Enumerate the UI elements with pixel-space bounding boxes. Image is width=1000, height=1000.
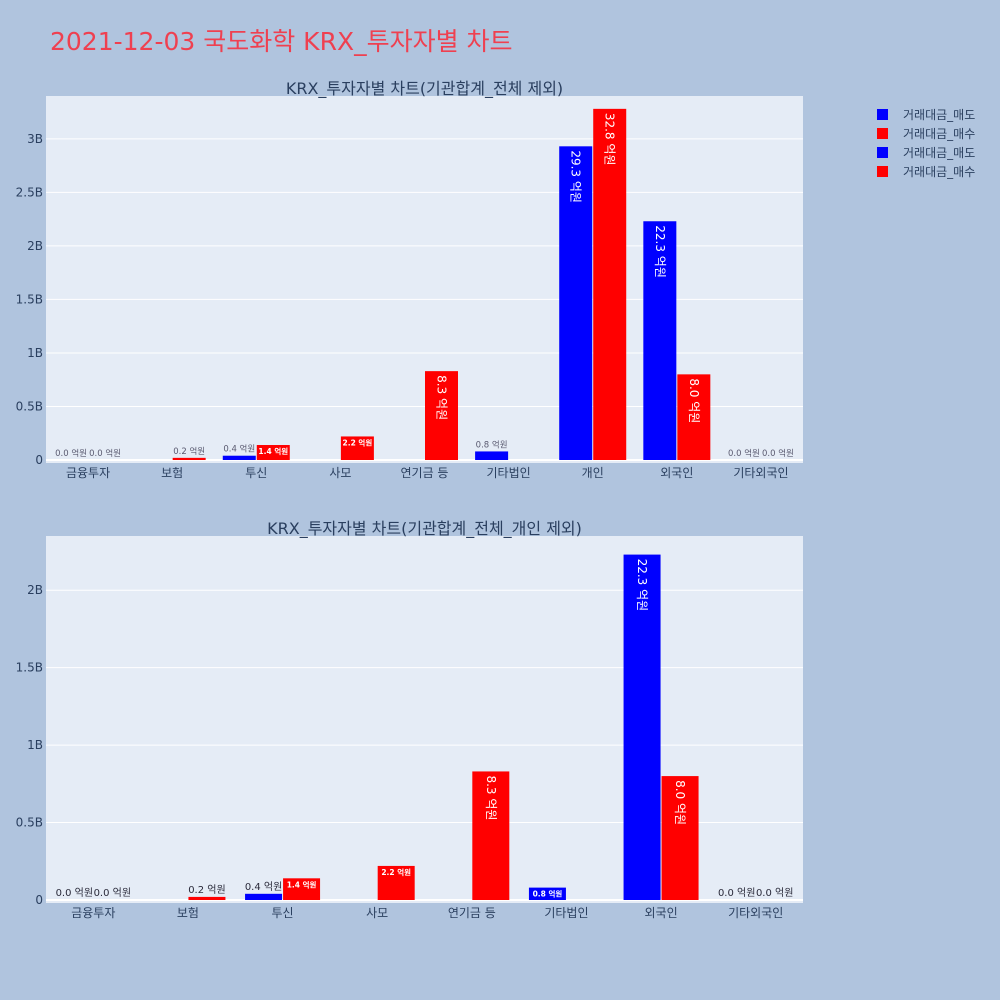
bar-buy[interactable] xyxy=(593,108,627,461)
bar-value-label: 1.4 억원 xyxy=(287,879,317,889)
x-tick-label: 투신 xyxy=(245,466,267,480)
bar-value-label: 0.0 억원 xyxy=(89,448,121,459)
x-tick-label: 개인 xyxy=(582,466,604,480)
legend-label[interactable]: 거래대금_매수 xyxy=(903,165,975,179)
x-tick-label: 금융투자 xyxy=(71,906,115,920)
bar-sell[interactable] xyxy=(643,221,677,460)
bar-value-label: 2.2 억원 xyxy=(343,437,373,447)
bar-buy[interactable] xyxy=(377,865,415,900)
x-tick-label: 사모 xyxy=(329,466,351,480)
y-tick-label: 0.5B xyxy=(16,399,43,413)
bar-value-label: 0.4 억원 xyxy=(223,444,255,455)
bar-value-label: 32.8 억원 xyxy=(603,113,617,166)
y-tick-label: 1.5B xyxy=(16,661,43,675)
bar-value-label: 0.4 억원 xyxy=(245,881,282,893)
x-tick-label: 금융투자 xyxy=(66,466,110,480)
chart-top: KRX_투자자별 차트(기관합계_전체 제외) 0 0.5B 1B 1.5B 2B 2.5B… xyxy=(16,79,803,480)
bar-value-label: 0.0 억원 xyxy=(728,448,760,459)
page-title: 2021-12-03 국도화학 KRX_투자자별 차트 xyxy=(50,27,513,56)
legend-swatch[interactable] xyxy=(877,109,888,120)
bar-buy[interactable] xyxy=(661,776,699,900)
x-tick-label: 보험 xyxy=(161,466,183,480)
legend-label[interactable]: 거래대금_매도 xyxy=(903,146,975,160)
legend-label[interactable]: 거래대금_매수 xyxy=(903,127,975,141)
y-tick-label: 0 xyxy=(35,893,43,907)
bar-value-label: 0.0 억원 xyxy=(55,448,87,459)
x-tick-label: 기타외국인 xyxy=(728,906,783,920)
x-tick-label: 연기금 등 xyxy=(448,906,496,920)
bar-buy[interactable] xyxy=(256,445,290,460)
chart-title: KRX_투자자별 차트(기관합계_전체 제외) xyxy=(286,79,563,99)
bar-value-label: 0.0 억원 xyxy=(718,887,755,899)
y-tick-label: 0.5B xyxy=(16,816,43,830)
bar-value-label: 8.0 억원 xyxy=(673,780,687,825)
y-tick-label: 1.5B xyxy=(16,292,43,306)
x-tick-label: 투신 xyxy=(272,906,294,920)
bar-value-label: 0.8 억원 xyxy=(533,889,563,899)
chart-title: KRX_투자자별 차트(기관합계_전체_개인 제외) xyxy=(267,519,582,539)
bar-buy[interactable] xyxy=(472,771,510,900)
bar-value-label: 0.0 억원 xyxy=(94,887,131,899)
bar-sell[interactable] xyxy=(222,455,256,460)
bar-value-label: 0.0 억원 xyxy=(56,887,93,899)
bar-value-label: 1.4 억원 xyxy=(258,446,288,456)
bar-value-label: 0.0 억원 xyxy=(762,448,794,459)
bar-value-label: 0.8 억원 xyxy=(476,439,508,450)
x-tick-label: 기타외국인 xyxy=(733,466,788,480)
bar-value-label: 22.3 억원 xyxy=(653,225,667,278)
bar-value-label: 2.2 억원 xyxy=(381,867,411,877)
legend-swatch[interactable] xyxy=(877,128,888,139)
bar-value-label: 0.2 억원 xyxy=(188,884,225,896)
bar-sell[interactable] xyxy=(528,887,566,900)
x-tick-label: 보험 xyxy=(177,906,199,920)
plot-area xyxy=(46,96,803,463)
bar-sell[interactable] xyxy=(623,554,661,900)
y-tick-label: 2B xyxy=(27,583,43,597)
bar-sell[interactable] xyxy=(559,146,593,461)
legend-swatch[interactable] xyxy=(877,147,888,158)
x-tick-label: 기타법인 xyxy=(487,466,531,480)
bar-value-label: 0.2 억원 xyxy=(173,446,205,457)
bar-sell[interactable] xyxy=(245,893,283,900)
bar-value-label: 0.0 억원 xyxy=(756,887,793,899)
bar-value-label: 8.0 억원 xyxy=(687,378,701,423)
bar-buy[interactable] xyxy=(340,436,374,460)
y-tick-label: 3B xyxy=(27,132,43,146)
bar-value-label: 8.3 억원 xyxy=(484,775,498,820)
y-tick-label: 0 xyxy=(35,453,43,467)
bar-value-label: 29.3 억원 xyxy=(569,150,583,203)
y-tick-label: 2B xyxy=(27,239,43,253)
bar-buy[interactable] xyxy=(188,896,226,900)
x-tick-label: 외국인 xyxy=(660,466,693,480)
bar-value-label: 22.3 억원 xyxy=(635,559,649,612)
bar-buy[interactable] xyxy=(172,457,206,460)
bar-buy[interactable] xyxy=(283,878,321,900)
legend-label[interactable]: 거래대금_매도 xyxy=(903,108,975,122)
y-tick-label: 1B xyxy=(27,346,43,360)
x-tick-label: 외국인 xyxy=(645,906,678,920)
y-tick-label: 2.5B xyxy=(16,185,43,199)
bar-buy[interactable] xyxy=(677,374,711,460)
bar-buy[interactable] xyxy=(425,371,458,460)
x-tick-label: 연기금 등 xyxy=(401,466,449,480)
bar-value-label: 8.3 억원 xyxy=(435,375,449,420)
bar-sell[interactable] xyxy=(475,451,509,460)
x-tick-label: 사모 xyxy=(366,906,388,920)
y-tick-label: 1B xyxy=(27,738,43,752)
x-tick-label: 기타법인 xyxy=(544,906,588,920)
chart-bottom: KRX_투자자별 차트(기관합계_전체_개인 제외) 0 0.5B 1B 1.5B 2B 금… xyxy=(16,519,803,920)
legend-swatch[interactable] xyxy=(877,166,888,177)
